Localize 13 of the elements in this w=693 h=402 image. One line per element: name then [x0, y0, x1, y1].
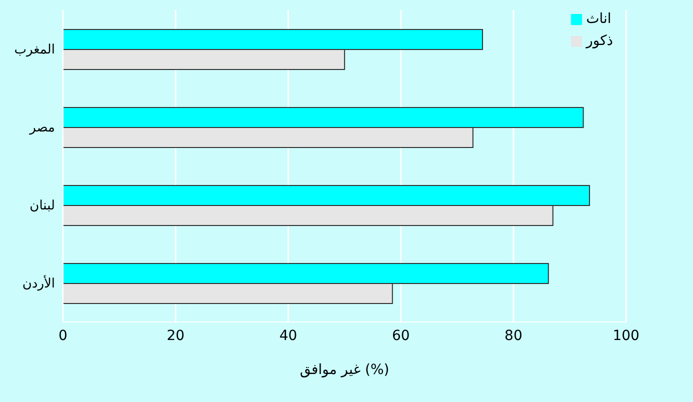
- y-tick-label: الأردن: [22, 274, 55, 292]
- y-tick-label: لبنان: [30, 198, 55, 214]
- x-tick-label: 100: [612, 328, 640, 344]
- x-tick-label: 40: [279, 328, 298, 344]
- y-tick-label: المغرب: [14, 42, 55, 58]
- legend-label: ذكور: [586, 33, 613, 49]
- x-tick-label: 80: [504, 328, 522, 344]
- x-tick-label: 20: [166, 328, 185, 344]
- x-tick-label: 0: [58, 328, 68, 344]
- legend-label: اناث: [586, 11, 612, 27]
- x-tick-label: 60: [392, 328, 410, 344]
- y-tick-label: مصر: [28, 120, 55, 136]
- x-axis-title: غير موافق (%): [300, 362, 390, 378]
